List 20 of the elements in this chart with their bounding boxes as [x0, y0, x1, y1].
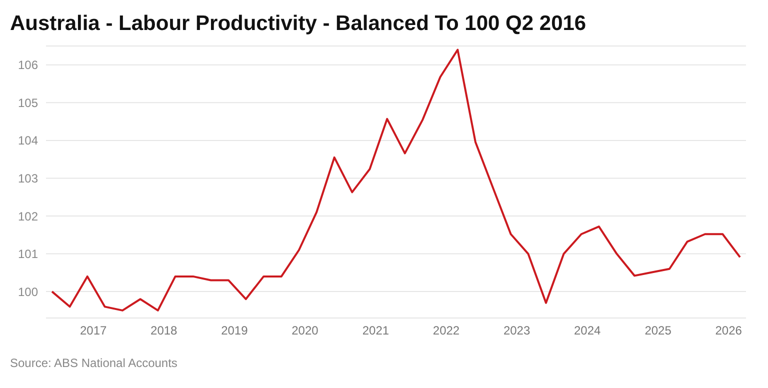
x-tick-label: 2017 — [80, 324, 108, 338]
x-tick-label: 2023 — [503, 324, 530, 338]
y-tick-label: 101 — [18, 247, 38, 262]
x-tick-label: 2025 — [644, 324, 672, 338]
x-tick-label: 2020 — [292, 324, 319, 338]
y-tick-label: 100 — [18, 284, 38, 299]
source-note: Source: ABS National Accounts — [10, 356, 178, 370]
y-tick-label: 104 — [18, 134, 38, 148]
chart-title: Australia - Labour Productivity - Balanced To 100 Q2 2016 — [9, 11, 588, 37]
line-series — [50, 48, 742, 312]
x-tick-label: 2021 — [362, 324, 390, 338]
x-tick-label: 2026 — [715, 324, 742, 338]
x-tick-label: 2019 — [221, 324, 248, 338]
x-tick-label: 2022 — [432, 324, 460, 338]
y-tick-label: 106 — [18, 58, 38, 72]
x-tick-label: 2018 — [150, 324, 178, 338]
y-tick-label: 105 — [18, 96, 38, 110]
x-tick-label: 2024 — [574, 324, 601, 338]
y-tick-label: 103 — [18, 171, 38, 186]
y-tick-label: 102 — [18, 209, 38, 224]
